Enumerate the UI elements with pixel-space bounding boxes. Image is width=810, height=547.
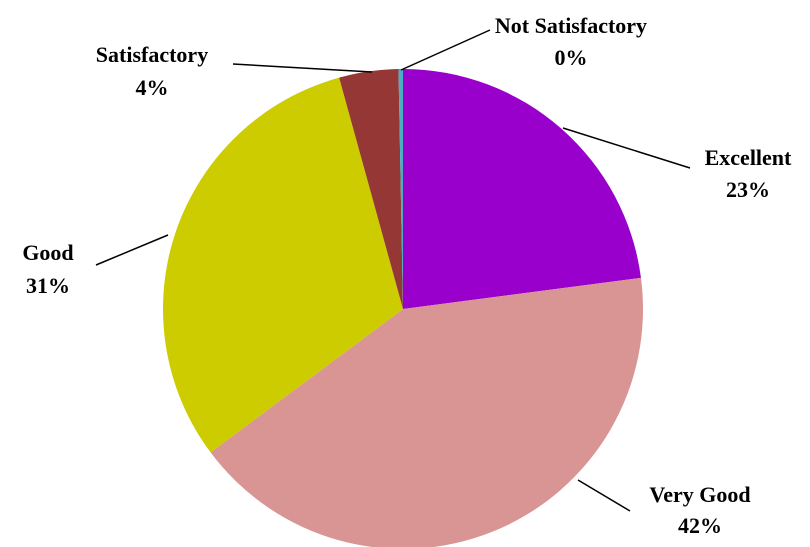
slice-label: Good	[22, 240, 73, 265]
slice-label: Not Satisfactory	[495, 13, 647, 38]
leader-line	[577, 479, 631, 512]
slice-label: Satisfactory	[96, 42, 208, 67]
slice-value-label: 0%	[555, 45, 588, 70]
pie-slice	[398, 69, 403, 309]
leader-line	[232, 63, 373, 73]
pie-slice	[339, 69, 403, 309]
slice-value-label: 23%	[726, 177, 770, 202]
slice-value-label: 4%	[136, 75, 169, 100]
leader-line	[562, 127, 691, 169]
pie-slice	[162, 77, 403, 453]
leader-line	[95, 234, 169, 266]
pie-slice	[210, 277, 643, 547]
slice-value-label: 31%	[26, 273, 70, 298]
slice-label: Excellent	[705, 145, 792, 170]
slice-label: Very Good	[649, 482, 750, 507]
pie-slice	[403, 69, 641, 309]
leader-line	[400, 29, 491, 71]
slice-value-label: 42%	[678, 513, 722, 538]
